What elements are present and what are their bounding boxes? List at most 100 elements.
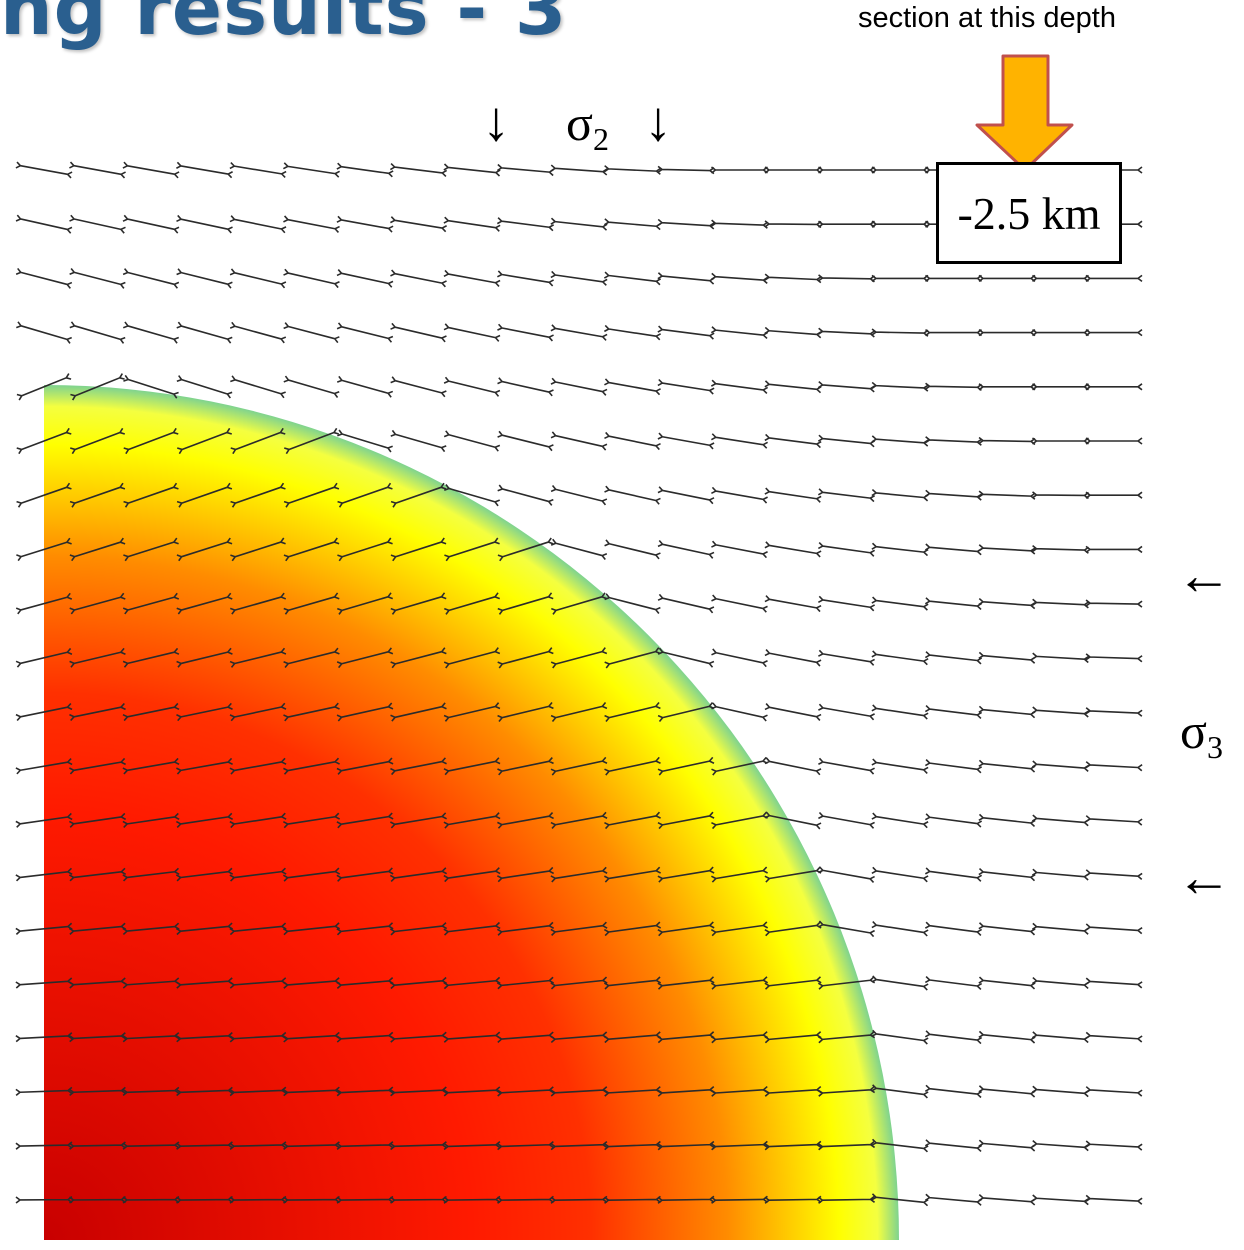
- stress-tick: [229, 702, 287, 722]
- stress-tick: [175, 812, 234, 829]
- stress-tick: [282, 162, 341, 178]
- stress-tick: [1085, 1194, 1143, 1205]
- stress-tick: [978, 759, 1036, 773]
- stress-tick: [603, 218, 662, 231]
- stress-tick: [978, 597, 1036, 610]
- stress-tick: [604, 539, 661, 560]
- stress-tick: [978, 383, 1036, 391]
- stress-tick: [390, 482, 447, 508]
- stress-tick: [123, 482, 179, 508]
- stress-tick: [229, 268, 287, 289]
- stress-tick: [1085, 653, 1143, 663]
- stress-tick: [817, 488, 876, 503]
- stress-tick: [764, 866, 822, 883]
- stress-tick: [69, 321, 126, 344]
- stress-tick: [68, 1032, 127, 1043]
- stress-tick: [871, 1193, 929, 1207]
- stress-tick: [871, 1029, 929, 1045]
- stress-tick: [817, 1140, 876, 1151]
- stress-tick: [177, 427, 232, 455]
- depth-pointer-arrow: [975, 54, 1074, 172]
- stress-tick: [443, 376, 501, 397]
- stress-tick: [283, 647, 340, 669]
- stress-tick: [15, 1141, 73, 1150]
- stress-tick: [443, 1031, 501, 1043]
- stress-tick: [69, 537, 126, 562]
- stress-tick: [175, 977, 234, 989]
- stress-tick: [764, 595, 822, 613]
- stress-tick: [1085, 328, 1143, 337]
- stress-tick: [710, 433, 769, 449]
- stress-tick: [15, 812, 73, 828]
- stress-tick: [550, 1086, 608, 1097]
- stress-tick: [657, 325, 715, 340]
- stress-tick: [444, 592, 500, 615]
- stress-tick: [764, 433, 822, 449]
- stress-tick: [497, 484, 554, 506]
- stress-tick: [764, 1085, 822, 1097]
- arrow-down-left-icon: ↓: [482, 91, 510, 153]
- stress-tick: [1085, 869, 1143, 881]
- stress-tick: [69, 1195, 126, 1204]
- stress-tick: [550, 1031, 608, 1044]
- stress-tick: [175, 922, 234, 936]
- stress-tick: [175, 1195, 234, 1204]
- stress-tick: [69, 482, 126, 508]
- stress-tick: [924, 705, 983, 719]
- sigma3-label: σ3: [1180, 703, 1223, 765]
- stress-tick: [871, 758, 929, 774]
- stress-tick: [443, 323, 501, 342]
- stress-tick: [978, 813, 1036, 827]
- stress-tick: [497, 323, 554, 342]
- stress-tick: [711, 166, 768, 174]
- stress-tick: [122, 812, 180, 828]
- stress-tick: [390, 429, 447, 453]
- stress-tick: [1031, 1194, 1090, 1206]
- stress-tick: [871, 866, 929, 883]
- stress-tick: [550, 324, 608, 341]
- stress-tick: [1032, 274, 1089, 283]
- stress-tick: [1085, 707, 1143, 717]
- stress-tick: [925, 328, 982, 337]
- stress-tick: [1085, 1031, 1143, 1043]
- stress-tick: [817, 541, 876, 557]
- stress-tick: [122, 647, 180, 668]
- stress-tick: [764, 1195, 822, 1204]
- stress-tick: [230, 375, 286, 399]
- stress-tick: [551, 592, 607, 615]
- stress-tick: [817, 274, 876, 283]
- stress-tick: [1031, 976, 1090, 990]
- depth-caption: section at this depth: [858, 2, 1116, 34]
- stress-tick: [604, 378, 661, 396]
- stress-tick: [16, 537, 72, 562]
- stress-tick: [871, 704, 929, 720]
- stress-tick: [1085, 383, 1143, 391]
- stress-tick: [15, 592, 73, 615]
- stress-tick: [657, 756, 715, 776]
- stress-tick: [68, 922, 127, 935]
- stress-tick: [230, 482, 286, 508]
- stress-tick: [68, 812, 127, 828]
- stress-tick: [15, 977, 73, 989]
- stress-tick: [497, 811, 554, 829]
- stress-tick: [175, 1032, 234, 1043]
- stress-tick: [390, 376, 447, 398]
- stress-tick: [282, 1031, 341, 1043]
- stress-tick: [496, 217, 555, 232]
- stress-tick: [70, 373, 125, 401]
- stress-tick: [978, 922, 1036, 936]
- stress-tick: [1085, 545, 1143, 554]
- stress-tick: [68, 1141, 127, 1150]
- stress-tick: [175, 867, 234, 882]
- stress-tick: [550, 1195, 608, 1204]
- stress-tick: [122, 214, 180, 234]
- stress-tick: [496, 921, 555, 936]
- stress-tick: [443, 757, 501, 776]
- stress-tick: [603, 1086, 662, 1097]
- stress-tick: [657, 1031, 715, 1044]
- stress-tick: [496, 1141, 555, 1151]
- stress-tick: [16, 321, 72, 344]
- stress-tick: [978, 1139, 1036, 1152]
- stress-tick: [603, 1140, 662, 1151]
